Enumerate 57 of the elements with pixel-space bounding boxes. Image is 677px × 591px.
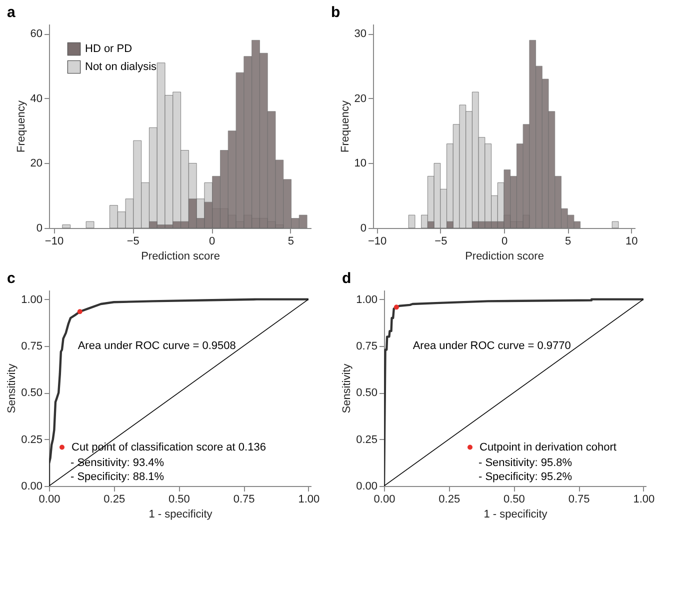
x-tick-label: 0.00 — [38, 494, 60, 506]
x-tick-label: −5 — [126, 236, 140, 248]
chart-title: c — [7, 270, 16, 287]
x-tick-label: 0 — [209, 236, 216, 248]
y-tick-label: 1.00 — [356, 294, 378, 306]
x-tick-label: 10 — [626, 236, 638, 248]
y-tick-label: 0 — [36, 222, 42, 234]
x-tick-label: −10 — [368, 236, 387, 248]
x-tick-label: 0.25 — [104, 494, 126, 506]
y-tick-label: 0.25 — [21, 434, 42, 446]
annotation: - Specificity: 88.1% — [70, 470, 164, 483]
x-tick-label: 1.00 — [633, 494, 655, 506]
annotation: - Sensitivity: 95.8% — [478, 456, 572, 469]
y-tick-label: 0.25 — [356, 434, 378, 446]
x-tick-label: 0 — [501, 236, 508, 248]
legend-label: HD or PD — [85, 43, 132, 55]
y-tick-label: 60 — [30, 28, 42, 40]
x-axis-title: 1 - specificity — [484, 508, 548, 520]
x-tick-label: 0.00 — [374, 494, 396, 506]
x-tick-label: 0.75 — [233, 494, 255, 506]
y-tick-label: 30 — [354, 28, 366, 40]
x-tick-label: 0.75 — [568, 494, 590, 506]
x-tick-label: 0.50 — [503, 494, 525, 506]
x-tick-label: −10 — [44, 236, 64, 248]
x-tick-label: 1.00 — [298, 494, 320, 506]
annotation: Area under ROC curve = 0.9770 — [412, 340, 571, 352]
y-axis-title: Sensitivity — [6, 363, 18, 414]
annotation: - Specificity: 95.2% — [478, 470, 572, 483]
y-tick-label: 0.75 — [356, 340, 378, 352]
chart-title: b — [331, 4, 340, 21]
x-axis-title: Prediction score — [465, 250, 544, 262]
legend-label: Cutpoint in derivation cohort — [480, 441, 616, 454]
y-tick-label: 20 — [30, 158, 42, 170]
chart-title: a — [7, 4, 16, 21]
y-axis-title: Frequency — [339, 100, 352, 152]
x-tick-label: 0.25 — [438, 494, 460, 506]
annotation: Area under ROC curve = 0.9508 — [78, 340, 236, 352]
x-tick-label: 0.50 — [168, 494, 190, 506]
x-axis-title: Prediction score — [141, 250, 220, 262]
x-tick-label: −5 — [434, 236, 448, 248]
y-tick-label: 0.00 — [356, 480, 378, 492]
y-tick-label: 0.00 — [21, 480, 42, 492]
x-tick-label: 5 — [565, 236, 572, 248]
y-tick-label: 0.50 — [21, 387, 42, 400]
y-axis-title: Frequency — [15, 100, 28, 152]
y-axis-title: Sensitivity — [341, 363, 354, 414]
chart-title: d — [342, 270, 352, 287]
y-tick-label: 40 — [30, 92, 42, 105]
x-tick-label: 5 — [288, 236, 294, 248]
y-tick-label: 0.50 — [356, 387, 378, 400]
legend-label: Not on dialysis — [85, 61, 158, 73]
y-tick-label: 0.75 — [21, 340, 42, 352]
y-tick-label: 0 — [360, 222, 366, 234]
x-axis-title: 1 - specificity — [148, 508, 213, 520]
y-tick-label: 10 — [354, 158, 366, 170]
y-tick-label: 1.00 — [21, 294, 42, 306]
y-tick-label: 20 — [354, 92, 366, 105]
